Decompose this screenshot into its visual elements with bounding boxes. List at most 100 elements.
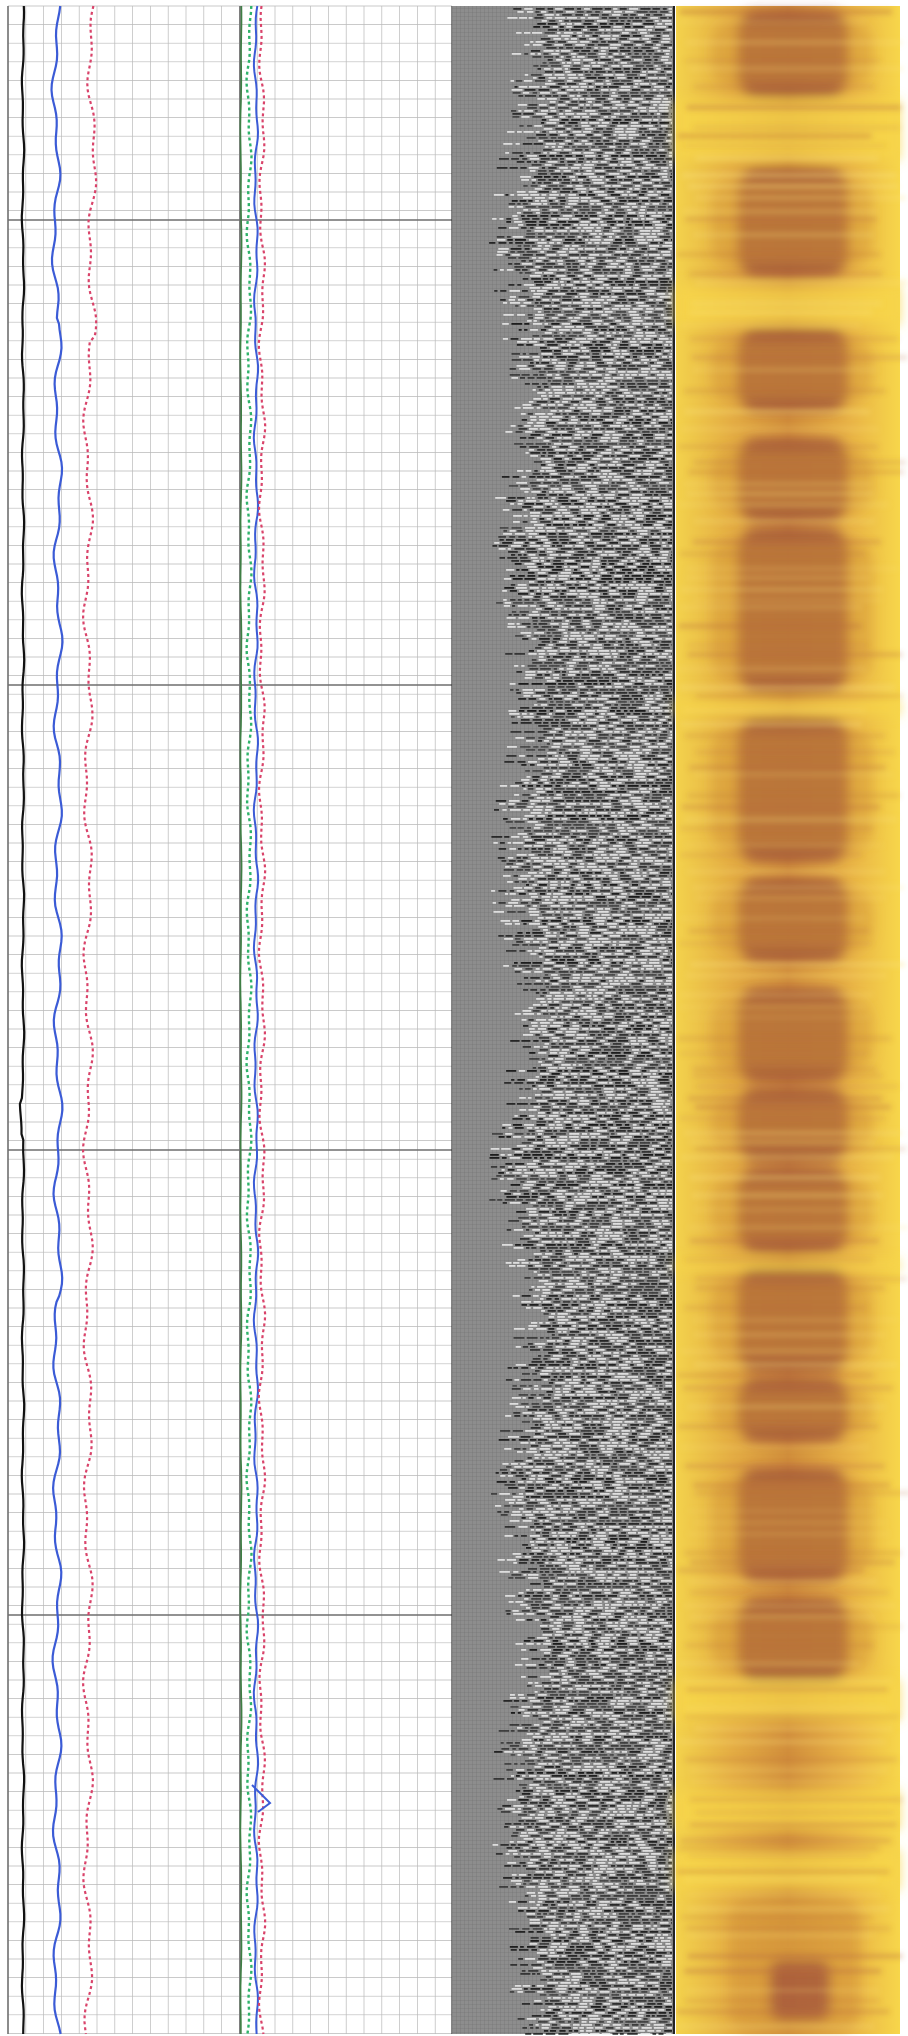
waveform-segment [579, 500, 585, 502]
waveform-segment [535, 677, 544, 679]
waveform-segment [569, 248, 575, 250]
waveform-segment [560, 98, 570, 100]
waveform-segment [618, 650, 625, 652]
waveform-segment [667, 527, 671, 529]
waveform-segment [606, 182, 618, 184]
waveform-segment [651, 326, 659, 328]
waveform-segment [538, 416, 549, 418]
waveform-segment [574, 434, 581, 436]
waveform-segment [530, 362, 534, 364]
waveform-segment [559, 113, 564, 115]
waveform-segment [534, 860, 544, 862]
waveform-segment [557, 605, 563, 607]
waveform-segment [529, 509, 534, 511]
waveform-segment [573, 524, 577, 526]
waveform-segment [622, 569, 631, 571]
waveform-segment [558, 146, 563, 148]
waveform-segment [568, 335, 577, 337]
waveform-segment [629, 425, 633, 427]
waveform-segment [603, 389, 610, 391]
waveform-segment [660, 785, 671, 787]
waveform-segment [550, 410, 557, 412]
waveform-segment [551, 323, 560, 325]
waveform-segment [646, 218, 654, 220]
waveform-segment [603, 815, 610, 817]
waveform-segment [613, 656, 617, 658]
waveform-segment [575, 185, 583, 187]
waveform-segment [632, 113, 638, 115]
waveform-segment [582, 650, 586, 652]
waveform-segment [584, 248, 595, 250]
waveform-segment [659, 122, 670, 124]
waveform-segment [554, 608, 561, 610]
waveform-segment [564, 245, 570, 247]
waveform-segment [630, 836, 636, 838]
waveform-segment [561, 623, 569, 625]
waveform-segment [647, 251, 658, 253]
waveform-segment [652, 758, 664, 760]
waveform-segment [578, 260, 585, 262]
waveform-segment [542, 407, 548, 409]
waveform-segment [607, 818, 615, 820]
waveform-segment [661, 194, 670, 196]
waveform-segment [600, 293, 605, 295]
waveform-segment [595, 128, 604, 130]
waveform-segment [588, 716, 595, 718]
waveform-segment [600, 854, 607, 856]
waveform-segment [565, 155, 573, 157]
waveform-segment [525, 221, 537, 223]
waveform-segment [670, 380, 672, 382]
waveform-segment [656, 191, 661, 193]
waveform-segment [670, 173, 672, 175]
waveform-segment [567, 785, 576, 787]
waveform-segment [561, 95, 568, 97]
waveform-segment [662, 20, 672, 22]
waveform-segment [555, 200, 559, 202]
waveform-segment [632, 857, 643, 859]
waveform-segment [575, 380, 584, 382]
waveform-segment [603, 674, 614, 676]
waveform-segment [661, 458, 665, 460]
waveform-segment [513, 515, 522, 517]
waveform-segment [516, 803, 528, 805]
waveform-segment [559, 641, 567, 643]
waveform-segment [541, 395, 547, 397]
waveform-segment [586, 713, 593, 715]
waveform-segment [524, 815, 535, 817]
waveform-segment [563, 680, 573, 682]
waveform-segment [623, 287, 632, 289]
waveform-segment [670, 821, 672, 823]
waveform-segment [648, 389, 656, 391]
waveform-segment [582, 386, 588, 388]
waveform-segment [664, 716, 670, 718]
waveform-segment [640, 497, 651, 499]
waveform-segment [634, 821, 645, 823]
waveform-segment [536, 407, 541, 409]
waveform-segment [631, 881, 639, 883]
waveform-segment [551, 593, 558, 595]
waveform-segment [601, 566, 606, 568]
waveform-segment [643, 605, 651, 607]
waveform-segment [637, 365, 648, 367]
waveform-segment [644, 770, 651, 772]
waveform-segment [521, 116, 530, 118]
waveform-segment [568, 860, 575, 862]
waveform-segment [595, 284, 600, 286]
waveform-segment [508, 206, 515, 208]
waveform-segment [654, 425, 661, 427]
waveform-segment [626, 467, 634, 469]
waveform-segment [535, 200, 539, 202]
waveform-segment [584, 572, 590, 574]
waveform-segment [635, 773, 647, 775]
waveform-segment [562, 14, 572, 16]
waveform-segment [555, 50, 560, 52]
waveform-segment [656, 464, 663, 466]
waveform-segment [549, 407, 555, 409]
waveform-segment [523, 212, 533, 214]
waveform-segment [511, 53, 522, 55]
waveform-segment [563, 32, 574, 34]
waveform-segment [579, 371, 586, 373]
waveform-segment [572, 146, 576, 148]
waveform-segment [548, 803, 558, 805]
waveform-segment [562, 215, 573, 217]
